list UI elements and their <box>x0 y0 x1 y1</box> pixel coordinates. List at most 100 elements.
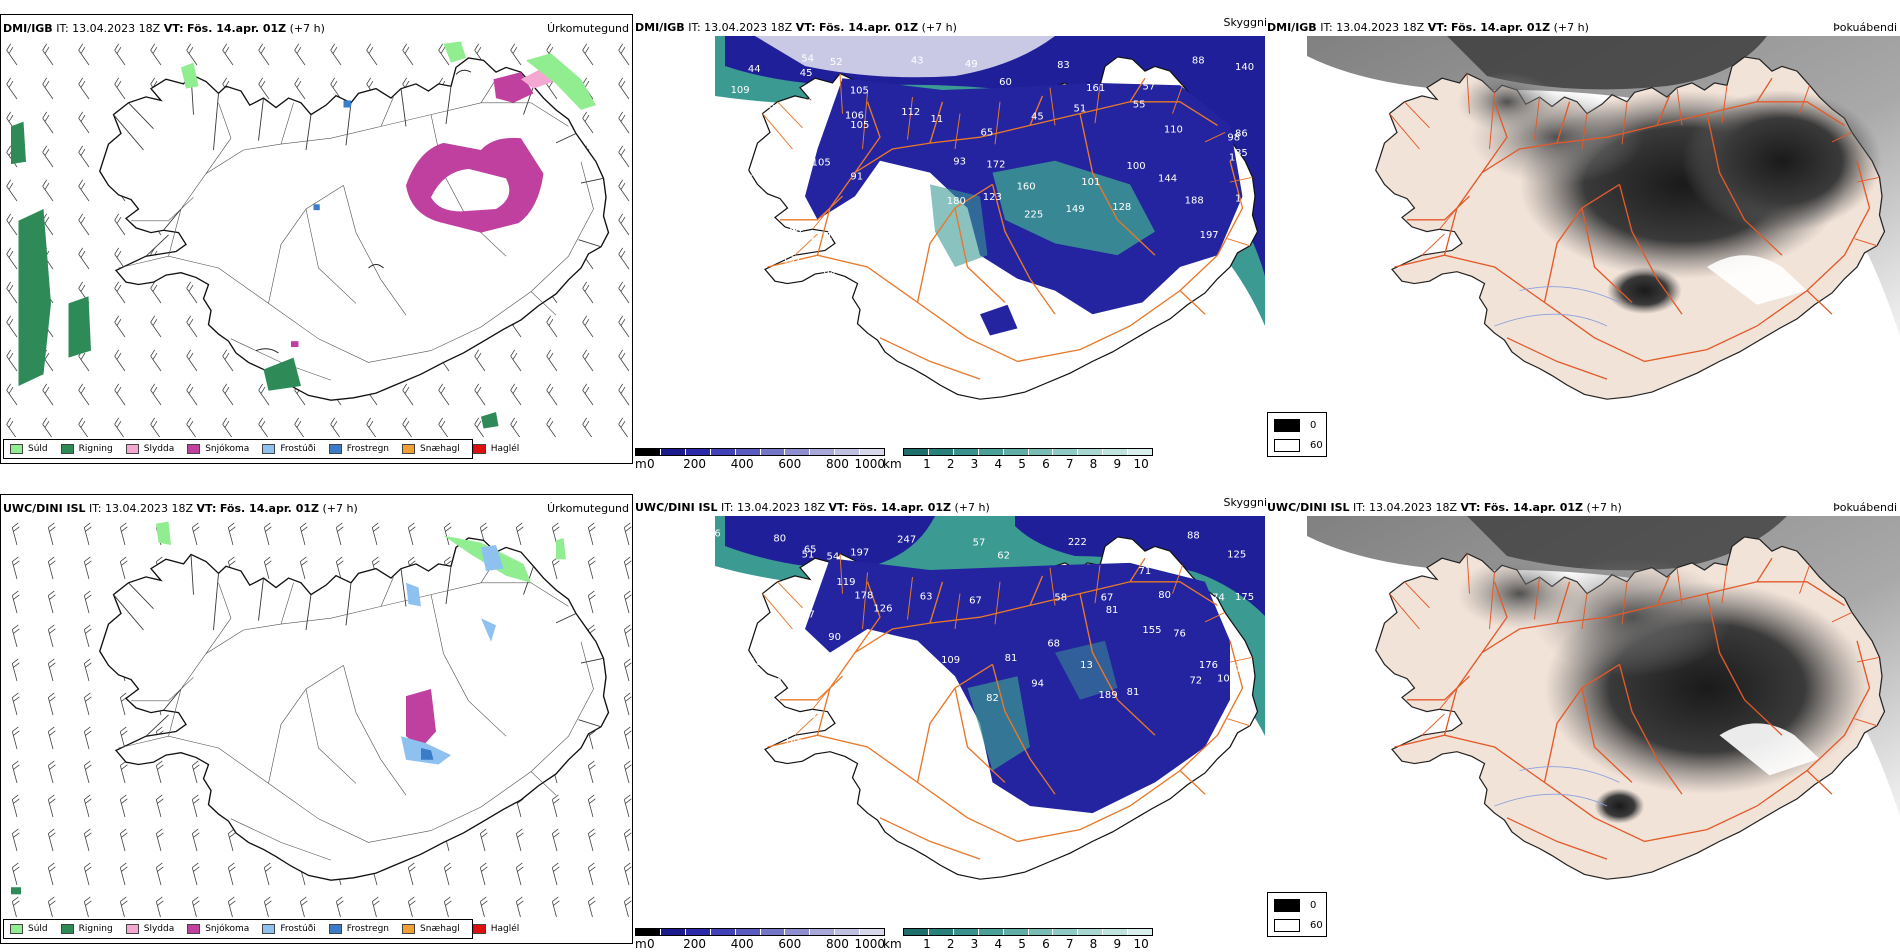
legend-item: Haglél <box>472 444 519 454</box>
legend-swatch <box>10 924 23 934</box>
cloud-base-label: 160 <box>1017 182 1036 193</box>
legend-item: Frostúði <box>262 924 316 934</box>
precip-map <box>1 37 632 437</box>
scale-tick: 2 <box>946 937 955 951</box>
fog-legend-item: 60 <box>1274 439 1323 452</box>
legend-label: Slydda <box>143 444 175 454</box>
scale-step <box>953 449 979 455</box>
scale-tick: 5 <box>1018 937 1026 951</box>
legend-item: Súld <box>10 924 48 934</box>
scale-tick: 1 <box>923 457 931 471</box>
scale-tick: 9 <box>1113 937 1122 951</box>
cloud-base-label: 71 <box>771 677 784 688</box>
legend-item: Frostregn <box>328 444 389 454</box>
scale-tick: 600 <box>778 457 802 471</box>
legend-item: Rigning <box>60 924 113 934</box>
cloud-base-label: 178 <box>854 590 873 601</box>
legend-label: Rigning <box>78 924 113 934</box>
fog-panel-row2: UWC/DINI ISL IT: 13.04.2023 18Z VT: Fös.… <box>1267 494 1900 944</box>
scale-step <box>810 449 836 455</box>
cloud-base-label: 88 <box>1187 530 1200 541</box>
cloud-base-label: 62 <box>997 550 1010 561</box>
scale-tick: 200 <box>683 937 707 951</box>
cloud-base-label: 98 <box>1227 133 1240 144</box>
vt-label: VT: <box>196 502 217 515</box>
legend-label: Snjókoma <box>205 444 250 454</box>
scale-tick: 400 <box>730 937 754 951</box>
cloud-base-label: 81 <box>1005 653 1018 664</box>
scale-step <box>636 929 661 935</box>
scale-step <box>1053 449 1079 455</box>
cloud-base-label: 63 <box>741 711 754 722</box>
scale-step <box>810 929 836 935</box>
it-value: 13.04.2023 18Z <box>105 502 194 515</box>
cloud-base-label: 81 <box>1127 687 1140 698</box>
legend-item: Frostregn <box>328 924 390 934</box>
cloud-base-label: 44 <box>748 64 761 75</box>
panel-header: UWC/DINI ISL IT: 13.04.2023 18Z VT: Fös.… <box>1267 501 1622 514</box>
legend-label: Snæhagl <box>420 444 460 454</box>
vt-label: VT: <box>163 22 184 35</box>
vt-label: VT: <box>1427 21 1448 34</box>
legend-swatch <box>1274 439 1300 452</box>
scale-step <box>1003 449 1029 455</box>
cloud-base-label: 84 <box>732 733 745 744</box>
legend-item: Snæhagl <box>402 924 460 934</box>
legend-label: Haglél <box>490 924 520 934</box>
it-value: 13.04.2023 18Z <box>1369 501 1458 514</box>
cloud-map: 109 44 54 45 52 105 43 49 60 83 161 57 88 140 148 93 99 1… <box>715 36 1265 400</box>
cloud-base-label: 57 <box>802 609 815 620</box>
legend-item: Súld <box>10 444 48 454</box>
vt-value: Fös. 14.apr. 01Z <box>819 21 919 34</box>
legend-label: Frostúði <box>280 444 316 454</box>
legend-swatch <box>125 924 139 934</box>
visibility-ticks-m: 0 200 400 600 800 1000 <box>647 938 885 952</box>
panel-header: UWC/DINI ISL IT: 13.04.2023 18Z VT: Fös.… <box>635 501 990 514</box>
cloud-base-label: 69 <box>789 225 802 236</box>
cloud-base-label: 132 <box>894 681 913 692</box>
legend-swatch <box>402 444 416 454</box>
scale-step <box>928 449 954 455</box>
cloud-base-label: 137 <box>782 255 801 266</box>
cloud-base-label: 100 <box>1126 161 1145 172</box>
cloud-base-label: 65 <box>981 128 994 139</box>
model-name: UWC/DINI ISL <box>635 501 718 514</box>
cloud-panel-row1: DMI/IGB IT: 13.04.2023 18Z VT: Fös. 14.a… <box>633 14 1267 471</box>
legend-swatch <box>187 444 201 454</box>
scale-step <box>1103 449 1129 455</box>
legend-item: Frostúði <box>262 444 316 454</box>
panel-title: Þokuábendi <box>1833 501 1897 514</box>
visibility-scale-km <box>903 448 1153 456</box>
precip-panel-row2: UWC/DINI ISL IT: 13.04.2023 18Z VT: Fös.… <box>0 494 633 944</box>
cloud-base-label: 52 <box>748 657 761 668</box>
scale-step <box>1103 929 1129 935</box>
scale-tick: 4 <box>994 937 1003 951</box>
it-value: 13.04.2023 18Z <box>72 22 161 35</box>
cloud-base-label: 153 <box>880 640 899 651</box>
cloud-base-label: 247 <box>897 535 916 546</box>
cloud-base-labels: 109 44 54 45 52 105 43 49 60 83 161 57 88 140 148 93 99 1… <box>723 54 1254 280</box>
scale-step <box>835 929 861 935</box>
fog-legend-item: 60 <box>1274 919 1323 932</box>
scale-tick: 3 <box>970 457 979 471</box>
model-name: DMI/IGB <box>3 22 53 35</box>
legend-label: 0 <box>1310 420 1317 431</box>
scale-step <box>1003 929 1029 935</box>
precip-map <box>1 517 632 917</box>
cloud-base-label: 105 <box>818 658 837 669</box>
fog-map <box>1267 516 1900 916</box>
scale-tick: 800 <box>825 457 849 471</box>
cloud-base-label: 146 <box>784 736 803 747</box>
scale-step <box>660 449 686 455</box>
scale-tick: 2 <box>946 457 955 471</box>
fog-legend-item: 0 <box>1274 899 1316 912</box>
legend-label: Frostregn <box>346 924 390 934</box>
cloud-base-label: 277 <box>717 616 736 627</box>
scale-step <box>1078 929 1104 935</box>
precip-legend: Súld Rigning Slydda Snjókoma Frostúði Fr… <box>3 919 519 939</box>
it-label: IT: <box>1353 501 1366 514</box>
vt-value: Fös. 14.apr. 01Z <box>187 22 287 35</box>
cloud-base-label: 100 <box>1217 674 1236 685</box>
cloud-base-label: 128 <box>1112 202 1131 213</box>
legend-item: Haglél <box>472 924 520 934</box>
